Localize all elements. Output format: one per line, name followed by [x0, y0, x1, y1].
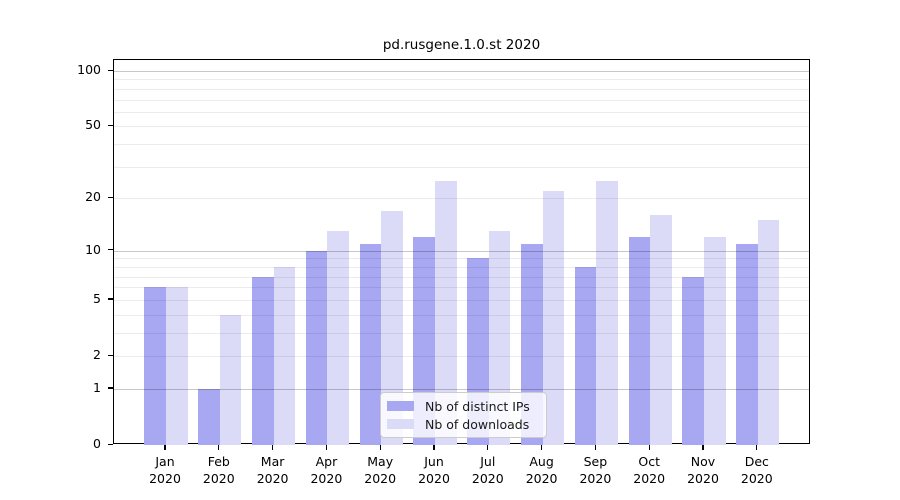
x-tick-label-mar: Mar 2020 [256, 454, 289, 486]
x-tick-mark [702, 445, 704, 450]
y-tick-mark [108, 124, 113, 127]
y-tick-label-5: 5 [93, 290, 101, 306]
gridline-7 [114, 276, 809, 278]
bar-distinct-ips-sep [574, 266, 597, 445]
x-tick-label-apr: Apr 2020 [310, 454, 343, 486]
x-tick-label-aug: Aug 2020 [525, 454, 558, 486]
y-tick-mark [108, 387, 113, 389]
gridline-90 [114, 79, 809, 81]
gridline-6 [114, 287, 809, 289]
gridline-20 [114, 198, 809, 200]
x-tick-label-may: May 2020 [364, 454, 397, 486]
y-tick-label-100: 100 [77, 62, 101, 77]
y-tick-label-2: 2 [93, 347, 101, 362]
bar-downloads-apr [327, 231, 350, 445]
gridline-4 [114, 314, 809, 316]
chart-title: pd.rusgene.1.0.st 2020 [382, 37, 541, 53]
gridline-8 [114, 266, 809, 268]
bar-distinct-ips-dec [736, 243, 758, 445]
y-tick-mark [108, 69, 113, 71]
y-tick-mark [108, 249, 113, 251]
bar-downloads-jun [435, 181, 457, 445]
bar-distinct-ips-feb [198, 388, 220, 445]
bar-downloads-may [381, 210, 403, 445]
x-tick-mark [541, 445, 543, 450]
x-tick-label-sep: Sep 2020 [579, 454, 612, 486]
x-tick-mark [218, 445, 220, 450]
x-tick-mark [487, 445, 489, 450]
legend-label-distinct-ips: Nb of distinct IPs [425, 398, 530, 414]
y-tick-label-20: 20 [85, 189, 101, 205]
gridline-5 [114, 299, 809, 301]
bar-distinct-ips-nov [682, 276, 704, 445]
y-tick-mark [108, 196, 113, 199]
gridline-30 [114, 166, 809, 168]
bar-downloads-feb [219, 314, 242, 445]
gridline-3 [114, 332, 809, 334]
gridline-50 [114, 126, 809, 128]
bar-downloads-dec [757, 220, 780, 445]
plot-area: Nb of distinct IPs Nb of downloads [113, 59, 810, 445]
x-tick-mark [756, 445, 758, 450]
bar-distinct-ips-jan [144, 287, 166, 445]
y-tick-label-0: 0 [93, 436, 101, 451]
x-tick-label-jan: Jan 2020 [149, 454, 181, 486]
x-tick-label-dec: Dec 2020 [740, 454, 773, 486]
x-tick-mark [594, 445, 597, 450]
x-tick-label-jul: Jul 2020 [471, 454, 504, 486]
gridline-9 [114, 258, 809, 260]
y-tick-label-10: 10 [85, 241, 101, 257]
legend-item-distinct-ips: Nb of distinct IPs [387, 398, 538, 414]
bar-downloads-oct [650, 215, 672, 445]
gridline-70 [114, 99, 809, 101]
gridline-10 [114, 250, 809, 252]
x-tick-mark [433, 445, 435, 450]
gridline-60 [114, 111, 809, 113]
y-tick-label-50: 50 [85, 117, 101, 133]
x-tick-mark [379, 445, 381, 450]
bar-downloads-jan [166, 287, 188, 445]
x-tick-label-oct: Oct 2020 [633, 454, 666, 486]
x-tick-mark [648, 445, 650, 450]
bar-downloads-aug [542, 190, 565, 445]
bar-downloads-jul [488, 231, 511, 445]
bar-downloads-nov [704, 237, 726, 445]
gridline-2 [114, 356, 809, 357]
gridline-100 [114, 71, 809, 72]
bar-downloads-sep [596, 181, 619, 445]
bar-distinct-ips-mar [251, 276, 274, 445]
x-tick-label-feb: Feb 2020 [202, 454, 235, 486]
y-tick-label-1: 1 [93, 379, 101, 395]
x-tick-mark [272, 445, 274, 450]
y-tick-mark [108, 298, 113, 300]
legend-label-downloads: Nb of downloads [425, 416, 530, 432]
y-tick-mark [108, 354, 113, 356]
legend-swatch-downloads-icon [387, 419, 414, 429]
x-tick-mark [325, 445, 328, 450]
x-tick-label-jun: Jun 2020 [418, 454, 450, 486]
x-tick-mark [164, 445, 166, 450]
bar-distinct-ips-may [359, 243, 382, 445]
x-tick-label-nov: Nov 2020 [687, 454, 719, 486]
legend-swatch-distinct-ips-icon [387, 401, 414, 411]
legend-item-downloads: Nb of downloads [387, 416, 538, 432]
bar-downloads-mar [273, 266, 296, 445]
legend: Nb of distinct IPs Nb of downloads [380, 392, 547, 438]
gridline-1 [114, 388, 809, 390]
y-tick-mark [108, 443, 113, 445]
gridline-80 [114, 88, 809, 90]
gridline-40 [114, 144, 809, 146]
bar-distinct-ips-oct [628, 237, 651, 445]
bar-distinct-ips-apr [305, 250, 328, 445]
